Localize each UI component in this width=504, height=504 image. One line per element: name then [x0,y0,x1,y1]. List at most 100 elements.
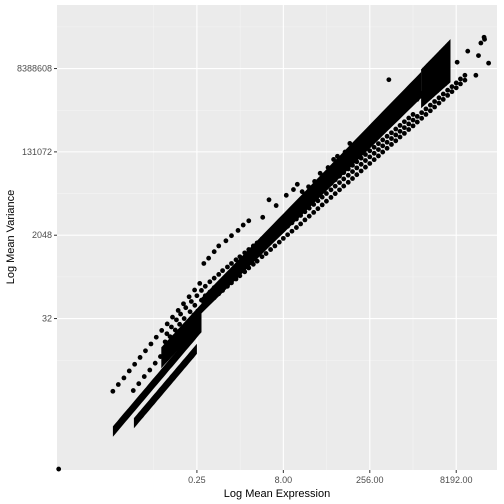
data-point [363,164,368,170]
data-point [427,102,433,108]
data-point [445,92,451,98]
data-point [211,249,217,255]
y-tick-label: 2048 [32,230,52,240]
data-point [410,117,416,123]
data-point [56,466,62,472]
data-point [337,173,342,179]
data-point [172,327,178,333]
data-point [341,183,347,189]
data-point [414,114,420,119]
data-point [164,321,170,327]
data-point [419,90,425,96]
data-point [233,257,239,263]
data-point [454,59,460,65]
data-point [181,301,186,307]
x-tick-label: 8.00 [275,475,293,485]
data-point [137,355,143,360]
data-point [311,195,317,200]
data-point [225,274,230,279]
data-point [216,281,222,287]
data-point [439,76,445,82]
y-axis-ticks: 32 2048 131072 8388608 [17,64,57,324]
data-point [294,216,299,222]
dense-streak-second [133,343,197,429]
data-point [389,130,394,136]
data-point [169,324,174,330]
data-point [401,119,407,125]
data-point [115,382,121,387]
data-point [132,361,138,367]
data-point [341,176,347,182]
data-point [298,221,304,227]
data-point [294,209,299,214]
data-point [229,261,234,266]
data-point [276,222,282,228]
data-point [272,243,278,249]
data-point [246,247,252,252]
data-point [306,213,312,219]
data-point [162,339,168,345]
data-point [184,321,190,326]
data-point [397,134,403,140]
data-point [202,303,208,309]
data-point [312,179,317,184]
data-point [342,149,348,155]
data-point [289,220,295,226]
data-point [298,213,304,218]
dense-streak-lower [112,321,202,437]
data-point [406,115,412,121]
data-point [186,294,192,300]
data-point [350,176,355,181]
data-point [190,314,195,320]
data-point [367,161,373,166]
data-point [465,48,471,54]
data-point [201,261,207,266]
data-point [171,337,177,343]
x-tick-label: 256.00 [356,475,384,485]
data-point [367,154,373,160]
data-point [121,375,127,381]
data-point [363,158,368,163]
data-point [192,287,198,293]
y-tick-label: 131072 [22,147,52,157]
data-point [294,225,299,230]
data-point [110,388,116,394]
data-point [250,243,256,249]
data-point [197,280,203,286]
data-point [315,206,321,212]
data-point [194,293,200,299]
data-point [337,180,342,186]
data-point [195,308,201,314]
data-point [211,285,217,290]
data-point [376,153,381,159]
data-point [423,112,429,117]
data-point [423,88,429,94]
data-point [237,273,243,279]
data-point [211,275,217,281]
data-point [393,126,399,132]
data-point [473,72,479,78]
data-point [367,148,373,154]
data-point [462,77,468,83]
data-point [386,77,392,83]
data-point [152,360,158,366]
data-point [259,236,265,242]
data-point [289,228,295,234]
data-point [202,283,208,289]
data-point [153,334,159,340]
data-point [178,311,183,317]
y-tick-label: 32 [42,314,52,324]
data-point [240,222,246,228]
data-point [324,191,329,196]
data-point [216,243,222,249]
data-point [429,86,435,92]
data-point [280,227,286,233]
data-point [250,261,256,267]
data-point [280,219,286,225]
data-point [302,217,308,223]
data-point [280,235,286,241]
data-point [263,233,269,239]
data-point [410,123,416,129]
data-point [358,161,364,167]
data-point [306,205,312,211]
